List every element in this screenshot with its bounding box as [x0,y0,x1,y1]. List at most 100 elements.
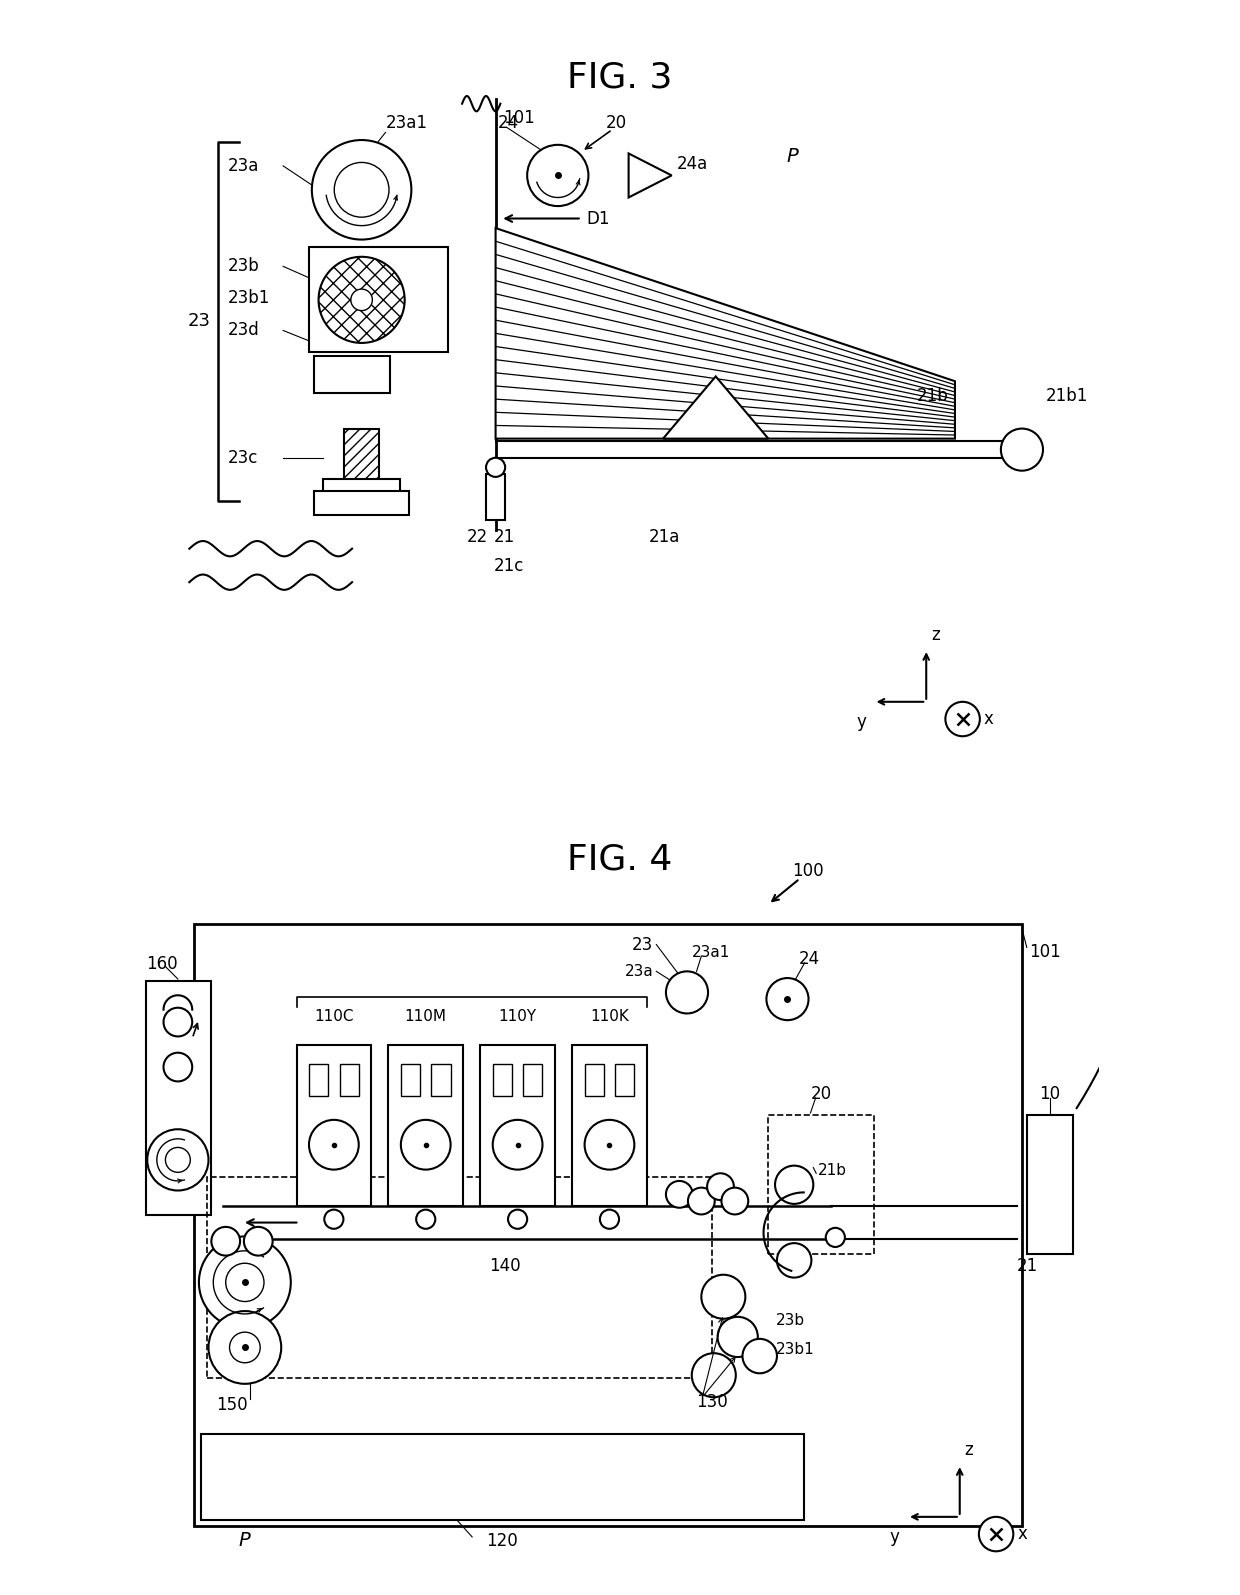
Text: 23a1: 23a1 [692,944,730,960]
Circle shape [743,1338,777,1373]
Circle shape [945,702,980,737]
Text: 23: 23 [632,936,653,954]
Text: P: P [238,1531,249,1550]
Circle shape [692,1353,735,1397]
Text: 22: 22 [467,528,489,545]
Text: 160: 160 [146,955,177,973]
Circle shape [826,1228,844,1247]
Text: 100: 100 [792,861,823,880]
Text: 23b1: 23b1 [228,289,270,306]
Bar [201,1434,804,1520]
Bar [309,1064,329,1096]
Circle shape [718,1317,758,1357]
Text: D1: D1 [587,209,610,228]
Bar [432,1064,450,1096]
Circle shape [702,1274,745,1319]
Text: 21b1: 21b1 [1045,386,1089,405]
Text: P: P [786,147,799,166]
Bar [769,1115,874,1254]
Text: z: z [965,1442,973,1459]
Circle shape [527,145,589,206]
Text: z: z [931,627,940,644]
Circle shape [1001,429,1043,471]
Bar [296,1045,371,1206]
Bar [314,356,391,392]
Text: x: x [983,710,993,727]
Circle shape [508,1209,527,1228]
Circle shape [325,1209,343,1228]
Circle shape [775,1166,813,1204]
Text: 130: 130 [697,1392,728,1412]
Text: 23b1: 23b1 [776,1341,815,1357]
Circle shape [226,1263,264,1302]
Text: 110M: 110M [404,1010,446,1024]
Circle shape [707,1174,734,1199]
Circle shape [311,140,412,239]
Bar [584,1064,604,1096]
Circle shape [148,1129,208,1190]
Text: 110C: 110C [314,1010,353,1024]
Text: 23b: 23b [228,257,259,276]
Text: 24a: 24a [677,155,708,172]
Circle shape [584,1120,635,1169]
Text: 23b: 23b [776,1313,805,1329]
Bar [207,1177,712,1378]
Circle shape [600,1209,619,1228]
Bar [340,1064,358,1096]
Text: 140: 140 [490,1257,521,1274]
Text: 21a: 21a [649,528,680,545]
Text: 110Y: 110Y [498,1010,537,1024]
Circle shape [335,163,389,217]
Circle shape [666,1180,693,1207]
Bar [480,1045,556,1206]
Bar [345,429,379,482]
Circle shape [766,978,808,1021]
Circle shape [309,1120,358,1169]
Text: 23c: 23c [228,448,258,467]
Text: 101: 101 [1029,943,1061,962]
Bar [309,247,448,352]
Text: 101: 101 [503,108,534,128]
Bar [492,1064,512,1096]
Circle shape [165,1147,190,1172]
Polygon shape [496,228,955,439]
Text: 21: 21 [494,528,515,545]
Text: y: y [889,1528,899,1546]
Text: 120: 120 [486,1531,518,1550]
Text: 20: 20 [605,113,626,132]
Circle shape [351,289,372,311]
Bar [486,474,505,520]
Text: FIG. 4: FIG. 4 [568,842,672,876]
Text: 110K: 110K [590,1010,629,1024]
Text: 23: 23 [187,313,211,330]
Text: x: x [1017,1525,1027,1542]
Bar [195,924,1022,1526]
Bar [1027,1115,1073,1254]
Circle shape [208,1311,281,1384]
Text: y: y [856,713,866,731]
Bar [615,1064,635,1096]
Circle shape [417,1209,435,1228]
Circle shape [198,1236,291,1329]
Text: 24: 24 [799,951,820,968]
Bar [388,1045,463,1206]
Circle shape [978,1517,1013,1552]
Bar [572,1045,647,1206]
Circle shape [244,1227,273,1255]
Circle shape [492,1120,542,1169]
Bar [523,1064,542,1096]
Bar [146,981,211,1215]
Text: 21: 21 [1017,1257,1038,1274]
Text: 23a: 23a [228,156,259,175]
Circle shape [688,1188,714,1214]
Text: 23a: 23a [625,963,653,979]
Circle shape [486,458,505,477]
Circle shape [164,1008,192,1037]
Text: FIG. 3: FIG. 3 [568,61,672,94]
Text: 10: 10 [1039,1085,1060,1102]
Circle shape [319,257,404,343]
Circle shape [777,1243,811,1278]
Text: 24: 24 [497,113,518,132]
Bar [401,1064,420,1096]
Circle shape [211,1227,241,1255]
